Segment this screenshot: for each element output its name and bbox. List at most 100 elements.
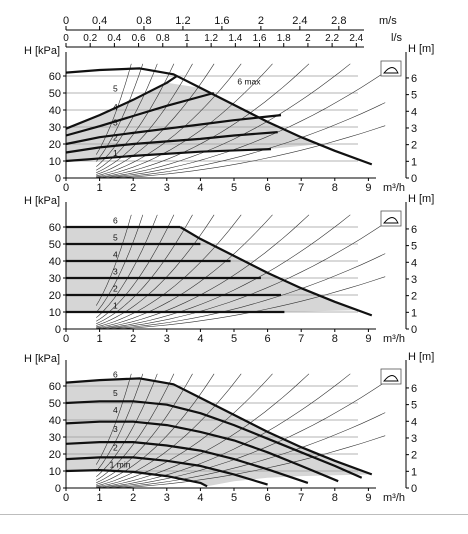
- system-curve-line: [96, 381, 386, 489]
- y-tick-label: 30: [49, 432, 61, 444]
- y-tick-label: 40: [49, 415, 61, 427]
- curve-label: 1 min: [110, 460, 131, 470]
- curve-label: 1: [113, 301, 118, 311]
- y-tick-label: 50: [49, 239, 61, 251]
- pump-curve-1: [65, 67, 373, 166]
- mode-icon-glyph: [383, 375, 399, 382]
- x-tick-label: 2: [130, 182, 136, 194]
- x-tick-label: 0: [63, 333, 69, 345]
- system-curve-line: [96, 373, 242, 487]
- system-curve-line: [96, 253, 386, 330]
- x-tick-label: 7: [298, 492, 304, 504]
- system-curve-line: [95, 63, 144, 162]
- y-axis-label-m: H [m]: [408, 351, 434, 363]
- curve-label: 2: [113, 284, 118, 294]
- x-tick-label: 1: [97, 492, 103, 504]
- y-right-tick-label: 1: [411, 156, 417, 168]
- y-axis-label-m: H [m]: [408, 43, 434, 55]
- x-tick-label: 1: [97, 182, 103, 194]
- y-tick-label: 60: [49, 71, 61, 83]
- x-tick-label: 2: [130, 333, 136, 345]
- system-curve-line: [96, 214, 158, 318]
- system-curve-line: [96, 373, 215, 485]
- page-divider: [0, 514, 468, 515]
- operating-area: [66, 82, 322, 161]
- top-ms-tick-label: 0.4: [92, 15, 107, 27]
- mode-icon-glyph: [383, 217, 399, 224]
- top-ls-tick-label: 1: [184, 33, 190, 44]
- y-tick-label: 30: [49, 122, 61, 134]
- y-right-tick-label: 2: [411, 291, 417, 303]
- y-tick-label: 10: [49, 466, 61, 478]
- system-curve-line: [96, 435, 386, 489]
- y-tick-label: 10: [49, 156, 61, 168]
- y-tick-label: 20: [49, 290, 61, 302]
- y-tick-label: 40: [49, 105, 61, 117]
- curve-label: 3: [113, 117, 118, 127]
- y-axis-label-m: H [m]: [408, 193, 434, 205]
- pump-curve-6: [65, 469, 208, 488]
- system-curve-line: [96, 222, 386, 330]
- system-curve-line: [96, 63, 310, 178]
- x-tick-label: 5: [231, 492, 237, 504]
- x-tick-label: 6: [265, 333, 271, 345]
- x-tick-label: 9: [365, 333, 371, 345]
- top-ls-tick-label: 0.2: [83, 33, 97, 44]
- pump-curve-7: [179, 226, 373, 317]
- system-curve-line: [96, 214, 310, 329]
- top-ls-tick-label: 1.8: [277, 33, 291, 44]
- system-curve-line: [96, 63, 215, 175]
- curve-label: 5: [113, 388, 118, 398]
- pump-curve-3: [65, 91, 215, 137]
- curve-label: 1: [113, 148, 118, 158]
- y-axis-label-kpa: H [kPa]: [24, 45, 60, 57]
- system-curve-line: [96, 125, 386, 179]
- system-curve-line: [96, 373, 193, 484]
- pump-curve-4: [65, 114, 282, 146]
- y-right-tick-label: 4: [411, 106, 417, 118]
- x-tick-label: 5: [231, 333, 237, 345]
- y-tick-label: 50: [49, 88, 61, 100]
- top-ls-tick-label: 1.2: [204, 33, 218, 44]
- y-right-tick-label: 1: [411, 466, 417, 478]
- top-ls-tick-label: 2.2: [325, 33, 339, 44]
- top-axis-ls-label: l/s: [391, 32, 403, 44]
- operating-area: [66, 227, 355, 312]
- y-tick-label: 20: [49, 139, 61, 151]
- top-ls-tick-label: 0.4: [107, 33, 121, 44]
- system-curve-line: [96, 63, 193, 174]
- x-tick-label: 9: [365, 492, 371, 504]
- curve-label: 5: [113, 233, 118, 243]
- system-curve-line: [96, 63, 158, 167]
- y-right-tick-label: 2: [411, 140, 417, 152]
- top-ls-tick-label: 0.6: [132, 33, 146, 44]
- x-tick-label: 1: [97, 333, 103, 345]
- system-curve-line: [96, 214, 193, 325]
- x-tick-label: 0: [63, 492, 69, 504]
- system-curve-line: [95, 373, 132, 465]
- system-curve-line: [96, 214, 273, 329]
- x-tick-label: 0: [63, 182, 69, 194]
- curve-label: 4: [113, 405, 118, 415]
- system-curve-line: [96, 214, 242, 328]
- y-right-tick-label: 6: [411, 224, 417, 236]
- top-ls-tick-label: 1.6: [253, 33, 267, 44]
- x-tick-label: 8: [332, 182, 338, 194]
- system-curve-line: [96, 373, 273, 488]
- y-right-tick-label: 3: [411, 274, 417, 286]
- top-ms-tick-label: 1.6: [214, 15, 229, 27]
- y-right-tick-label: 3: [411, 123, 417, 135]
- y-tick-label: 30: [49, 273, 61, 285]
- x-tick-label: 6: [265, 492, 271, 504]
- x-tick-label: 3: [164, 492, 170, 504]
- system-curve-line: [96, 63, 351, 179]
- y-right-tick-label: 0: [411, 483, 417, 495]
- system-curve-line: [96, 102, 386, 179]
- y-right-tick-label: 3: [411, 433, 417, 445]
- curve-label: 2: [113, 133, 118, 143]
- pump-curve-1: [65, 377, 373, 476]
- x-tick-label: 9: [365, 182, 371, 194]
- top-ms-tick-label: 1.2: [175, 15, 190, 27]
- y-right-tick-label: 6: [411, 73, 417, 85]
